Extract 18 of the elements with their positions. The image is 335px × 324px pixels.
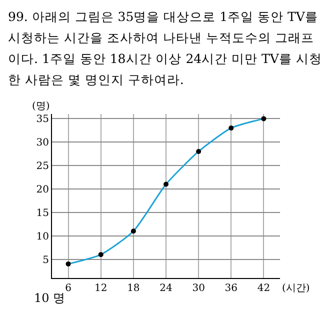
- x-tick-label: 12: [94, 283, 108, 294]
- x-tick-label: 18: [127, 283, 140, 294]
- text: 10 명: [34, 290, 66, 307]
- x-tick-label: 6: [65, 283, 72, 294]
- y-tick-label: 25: [36, 161, 49, 172]
- x-tick-label: 36: [224, 283, 238, 294]
- y-tick-label: 15: [36, 208, 49, 219]
- x-axis-title: (시간): [282, 283, 310, 294]
- y-axis-title: (명): [32, 101, 50, 112]
- x-tick-label: 24: [160, 283, 172, 294]
- x-tick-label: 42: [257, 283, 270, 294]
- y-tick-label: 20: [36, 184, 49, 196]
- y-tick-label: 10: [36, 231, 49, 242]
- y-tick-label: 5: [42, 254, 49, 266]
- x-tick-label: 30: [192, 283, 205, 294]
- chart-title: 99. 아래의 그림은 35명을 대상으로 1주일 동안 TV를 시청하는 시간을 조사하여 나타낸 누적도수의 그래프이다. 1주일 동안 18시간 이상 24시간 미만 TV를 시청한 사람은 몇 명인지 구하여라.: [8, 8, 323, 89]
- y-tick-label: 30: [36, 138, 49, 149]
- y-tick-label: 35: [36, 114, 49, 126]
